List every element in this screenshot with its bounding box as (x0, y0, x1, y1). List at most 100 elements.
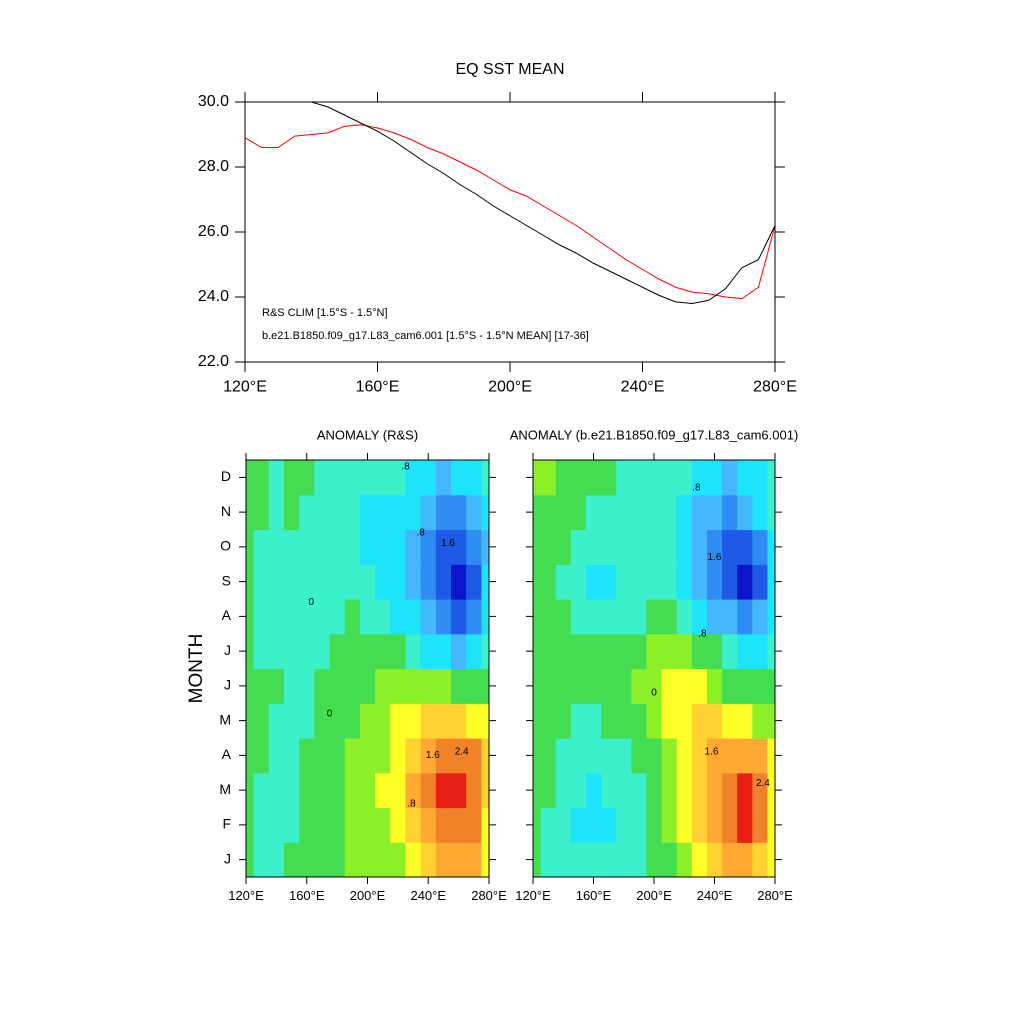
heat-cell (405, 738, 422, 774)
heat-cell (314, 668, 331, 704)
heat-cell (246, 842, 255, 877)
plot-area (246, 460, 489, 877)
heat-cell (752, 529, 769, 565)
heat-cell (283, 703, 300, 739)
heat-cell (533, 842, 542, 877)
heat-cell (253, 529, 270, 565)
heat-cell (344, 529, 361, 565)
heat-cell (533, 529, 542, 565)
heat-cell (676, 668, 693, 704)
heat-cell (390, 529, 407, 565)
heat-cell (767, 703, 775, 739)
heat-cell (676, 772, 693, 809)
heat-cell (722, 703, 738, 739)
heat-cell (246, 772, 255, 809)
heat-cell (570, 529, 587, 565)
heat-cell (737, 529, 753, 565)
heat-cell (268, 529, 285, 565)
heat-cell (540, 703, 557, 739)
heat-cell (691, 807, 708, 843)
heat-cell (722, 772, 738, 809)
heat-cell (359, 599, 376, 635)
x-tick-label: 120°E (223, 378, 267, 395)
heat-cell (451, 599, 467, 635)
heat-cell (405, 633, 422, 670)
heat-cell (555, 738, 572, 774)
heat-cell (314, 842, 331, 877)
heat-cell (661, 668, 678, 704)
heat-cell (329, 738, 346, 774)
heat-cell (706, 599, 723, 635)
heat-cell (555, 529, 572, 565)
heat-cell (601, 668, 617, 704)
heat-cell (246, 564, 255, 600)
heat-cell (533, 460, 542, 496)
legend-entry: b.e21.B1850.f09_g17.L83_cam6.001 [1.5°S … (262, 330, 589, 342)
heat-cell (405, 703, 422, 739)
heat-cell (246, 807, 255, 843)
heat-cell (631, 633, 648, 670)
heat-cell (451, 668, 467, 704)
heat-cell (691, 494, 708, 531)
heat-cell (691, 668, 708, 704)
heat-cell (481, 703, 489, 739)
x-tick-label: 160°E (289, 888, 325, 903)
heat-cell (585, 460, 602, 496)
heat-cell (601, 564, 617, 600)
heat-cell (283, 668, 300, 704)
heat-cell (466, 633, 483, 670)
heat-cell (466, 668, 483, 704)
heat-cell (435, 738, 452, 774)
heat-cell (691, 460, 708, 496)
heat-cell (555, 494, 572, 531)
heat-cell (283, 564, 300, 600)
heat-cell (646, 633, 663, 670)
heat-cell (722, 668, 738, 704)
heat-cell (283, 842, 300, 877)
heat-cell (555, 842, 572, 877)
heat-cell (481, 807, 489, 843)
heat-cell (601, 703, 617, 739)
heat-cell (253, 599, 270, 635)
heat-cell (466, 460, 483, 496)
x-tick-label: 240°E (410, 888, 446, 903)
heat-cell (299, 529, 315, 565)
heat-cell (268, 703, 285, 739)
heat-cell (299, 460, 315, 496)
legend-entry: R&S CLIM [1.5°S - 1.5°N] (262, 307, 388, 319)
heat-cell (570, 842, 587, 877)
heat-cell (314, 738, 331, 774)
heat-cell (481, 772, 489, 809)
heat-cell (435, 494, 452, 531)
heat-cell (722, 842, 738, 877)
heat-cell (253, 633, 270, 670)
heat-cell (661, 772, 678, 809)
heat-cell (405, 460, 422, 496)
heat-cell (283, 460, 300, 496)
heat-cell (359, 807, 376, 843)
heat-cell (344, 564, 361, 600)
heat-cell (253, 668, 270, 704)
heat-cell (646, 842, 663, 877)
heat-cell (631, 807, 648, 843)
heat-cell (661, 738, 678, 774)
heat-cell (359, 738, 376, 774)
heat-cell (616, 460, 632, 496)
heat-cell (646, 668, 663, 704)
heat-cell (570, 494, 587, 531)
heat-cell (691, 738, 708, 774)
heat-cell (246, 633, 255, 670)
heat-cell (585, 807, 602, 843)
heat-cell (435, 564, 452, 600)
heat-cell (299, 494, 315, 531)
heat-cell (540, 564, 557, 600)
heat-cell (691, 842, 708, 877)
heat-cell (405, 668, 422, 704)
heat-cell (706, 772, 723, 809)
contour-label: 0 (327, 708, 333, 719)
plot-frame (244, 101, 776, 363)
heat-cell (540, 738, 557, 774)
heat-cell (661, 564, 678, 600)
heat-cell (601, 772, 617, 809)
heat-cell (253, 772, 270, 809)
